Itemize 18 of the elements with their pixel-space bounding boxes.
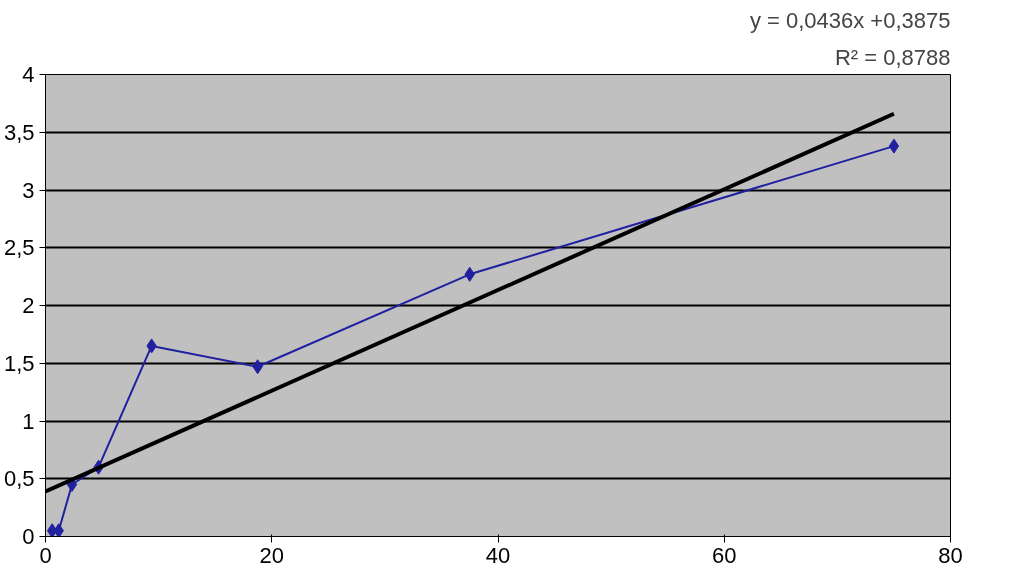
y-tick-label: 3,5 [3,119,35,145]
point [53,523,64,537]
y-tick-label: 3 [22,177,35,203]
point [888,138,900,154]
y-tick-label: 0 [22,524,35,549]
x-tick-label: 0 [39,542,52,568]
x-tick-label: 40 [485,542,511,568]
x-tick-label: 60 [712,542,737,568]
x-tick-label: 80 [938,542,963,568]
x-tick-label: 20 [259,542,284,568]
y-tick-label: 4 [22,62,35,87]
text: R² = 0,8788 [834,44,951,70]
text: y = 0,0436x +0,3875 [749,7,951,33]
y-tick-label: 2,5 [3,235,35,261]
y-tick-label: 1,5 [3,350,35,376]
y-tick-label: 0,5 [3,466,35,492]
y-tick-label: 2 [22,293,35,318]
y-tick-label: 1 [22,408,35,434]
